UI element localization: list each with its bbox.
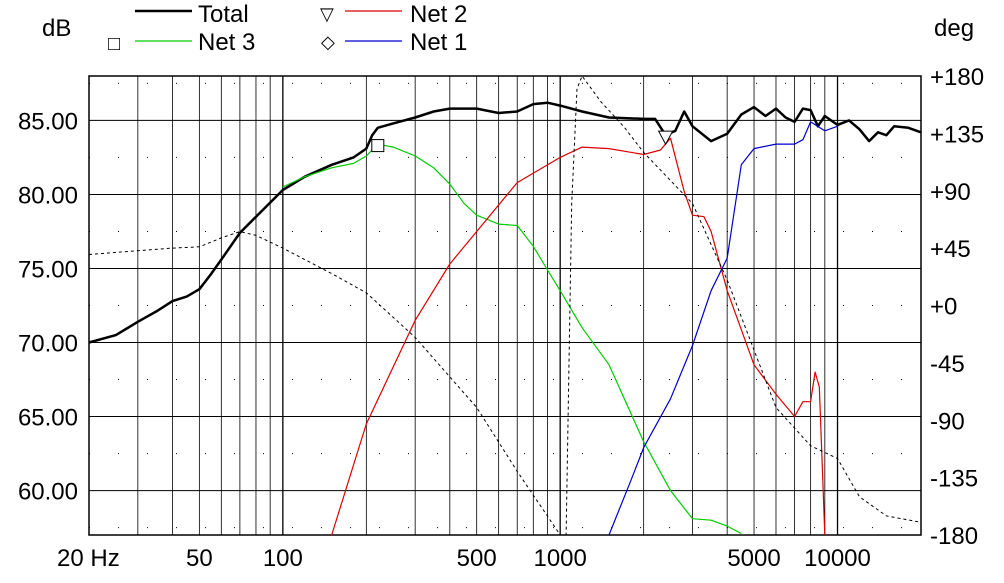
legend-item-total: Total [135, 1, 249, 28]
x-tick-label: 50 [186, 545, 213, 572]
legend: Total □ Net 3 ▽ Net 2 ◇ Net 1 [108, 1, 467, 56]
y-right-tick-label: -45 [930, 351, 965, 378]
y-left-axis-label: dB [42, 15, 71, 42]
y-left-tick-label: 70.00 [18, 331, 78, 358]
legend-marker-square-icon: □ [108, 33, 120, 55]
y-left-tick-label: 65.00 [18, 405, 78, 432]
legend-item-net1: ◇ Net 1 [321, 29, 467, 56]
y-right-tick-label: -90 [930, 408, 965, 435]
marker-layer [371, 130, 674, 153]
y-right-tick-label: +90 [930, 179, 971, 206]
legend-label-total: Total [198, 1, 249, 28]
legend-marker-diamond-icon: ◇ [321, 32, 335, 52]
grid-major [89, 76, 921, 535]
y-right-tick-label: -135 [930, 466, 978, 493]
net3-square-marker-icon [371, 139, 385, 153]
plot-frame [88, 75, 922, 536]
x-tick-label: 500 [457, 545, 497, 572]
legend-label-net2: Net 2 [410, 1, 467, 28]
series-net-1-line [608, 121, 838, 536]
x-tick-labels: 20 Hz 50 100 500 1000 5000 10000 [57, 545, 871, 572]
x-tick-label: 20 Hz [57, 545, 120, 572]
legend-label-net1: Net 1 [410, 29, 467, 56]
y-right-tick-label: +45 [930, 236, 971, 263]
legend-label-net3: Net 3 [198, 29, 255, 56]
y-right-tick-label: -180 [930, 523, 978, 550]
series-phase-line [88, 75, 922, 536]
y-right-tick-label: +180 [930, 64, 984, 91]
grid-minor [88, 76, 922, 535]
y-left-tick-label: 80.00 [18, 182, 78, 209]
x-tick-label: 100 [263, 545, 303, 572]
legend-item-net2: ▽ Net 2 [320, 1, 467, 28]
series-net-3-line [282, 143, 742, 535]
y-left-tick-labels: 85.00 80.00 75.00 70.00 65.00 60.00 [18, 108, 78, 505]
series-total-line [88, 101, 922, 344]
y-right-tick-label: +0 [930, 294, 957, 321]
y-left-tick-label: 60.00 [18, 479, 78, 506]
y-left-tick-label: 75.00 [18, 256, 78, 283]
y-left-tick-label: 85.00 [18, 108, 78, 135]
y-right-tick-labels: +180 +135 +90 +45 +0 -45 -90 -135 -180 [930, 64, 984, 550]
x-tick-label: 5000 [727, 545, 780, 572]
y-right-axis-label: deg [934, 15, 974, 42]
net2-triangle-marker-icon [657, 130, 674, 146]
y-right-tick-label: +135 [930, 121, 984, 148]
series-layer [88, 75, 922, 536]
series-net-2-line [331, 137, 826, 536]
legend-marker-triangle-icon: ▽ [320, 4, 334, 24]
legend-item-net3: □ Net 3 [108, 29, 255, 56]
x-tick-label: 10000 [804, 545, 871, 572]
x-tick-label: 1000 [533, 545, 586, 572]
